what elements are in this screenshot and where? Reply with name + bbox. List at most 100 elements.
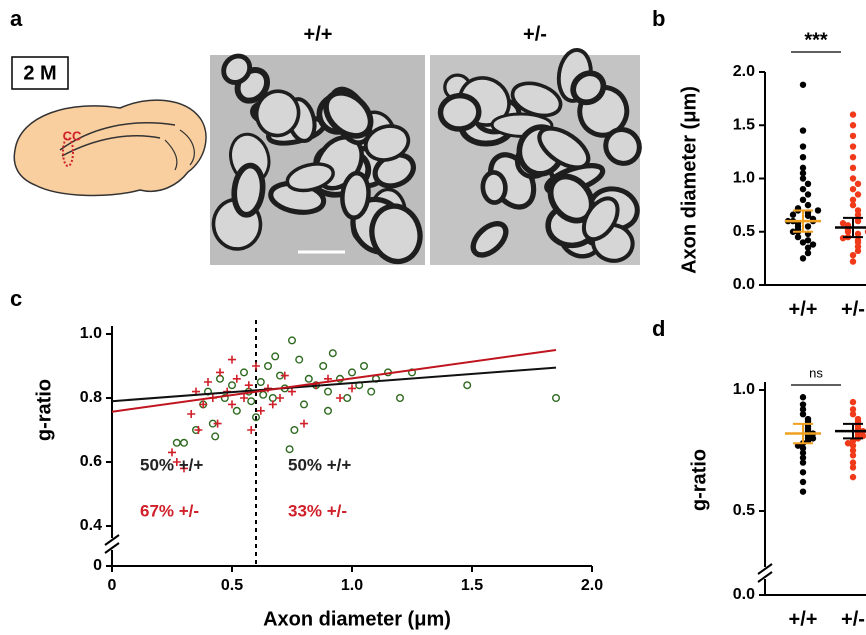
data-point [463,381,472,390]
data-point [336,394,344,402]
axon-profile [323,89,374,139]
data-dot [849,442,857,449]
data-point [360,362,369,371]
data-dot [849,406,857,413]
axon-profile [221,53,253,85]
column-title: +/- [523,23,547,45]
data-dot [849,154,857,161]
data-point [199,400,208,409]
data-dot [799,239,807,246]
axon-profile [285,162,335,193]
data-point [247,397,256,406]
data-dot [794,233,802,241]
data-dot [854,237,862,244]
data-point [256,378,265,387]
data-point [276,394,284,402]
fit-line [111,366,557,403]
axon-profile [537,126,591,170]
x-tick-label: +/- [841,298,865,320]
x-tick-label: 0 [108,577,117,594]
x-tick-label: 1.5 [461,577,483,594]
x-tick-label: 0.5 [221,577,243,594]
data-dot [799,164,807,172]
data-dot [804,249,812,257]
data-point [227,381,236,390]
age-label: 2 M [23,62,56,84]
axon-profile [603,126,642,166]
data-point [204,378,212,386]
region-label: CC [63,128,82,143]
data-dot [839,220,847,227]
x-tick-label: +/- [841,608,865,630]
data-dot [799,401,807,408]
data-dot [839,234,847,242]
axon-profile [470,221,509,258]
fit-line [111,349,557,413]
data-dot [849,132,857,140]
data-point [172,458,181,466]
data-point [300,400,309,409]
data-dot [799,459,807,466]
y-tick-label: 0.0 [733,586,755,603]
brain-sketch [13,99,207,197]
data-dot [849,464,857,471]
data-point [247,426,256,434]
data-point [288,336,297,345]
data-point [348,368,357,377]
y-tick-label: 2.0 [733,63,755,80]
data-point [552,394,561,403]
data-point [168,448,176,457]
data-dot [799,175,807,182]
data-point [251,413,260,422]
y-tick-label: 1.0 [733,381,755,398]
annotation: 33% +/- [288,501,347,520]
data-point [216,368,224,377]
data-dot [804,180,812,188]
data-dot [799,454,807,461]
column-title: +/+ [304,23,333,45]
data-dot [849,459,857,466]
data-dot [854,180,862,188]
axon-profile [581,196,620,242]
annotation: 67% +/- [140,501,199,520]
x-axis-title: Axon diameter (μm) [263,608,451,630]
data-dot [849,196,857,203]
data-point [252,362,260,370]
data-point [300,419,308,428]
data-point [180,464,188,473]
data-point [194,426,203,434]
y-tick-label: 0.6 [80,453,102,470]
data-dot [799,488,807,495]
x-tick-label: 1.0 [341,577,363,594]
age-box [11,56,69,90]
axon-profile [480,170,508,205]
y-tick-label: 0.5 [733,502,755,519]
data-dot [799,196,807,203]
data-dot [849,122,857,129]
y-tick-label: 0.5 [733,223,755,240]
axon-profile [570,70,607,106]
data-point [285,445,294,454]
data-point [288,387,296,396]
data-point [324,406,333,415]
data-dot [854,191,862,198]
data-point [268,400,277,409]
data-point [187,410,196,418]
data-dot [799,411,807,418]
data-dot [789,211,797,218]
annotation: 50% +/+ [140,455,203,474]
data-point [319,362,328,371]
data-dot [804,201,812,209]
data-point [211,432,220,441]
data-point [396,394,405,403]
data-dot [854,207,862,214]
panel-label: b [652,6,665,31]
y-tick-label: 0.4 [80,517,102,534]
em-texture [211,48,642,265]
data-dot [799,169,807,177]
axon-profile [363,124,411,162]
data-point [290,426,299,435]
data-point [280,371,289,380]
data-point [239,368,248,377]
